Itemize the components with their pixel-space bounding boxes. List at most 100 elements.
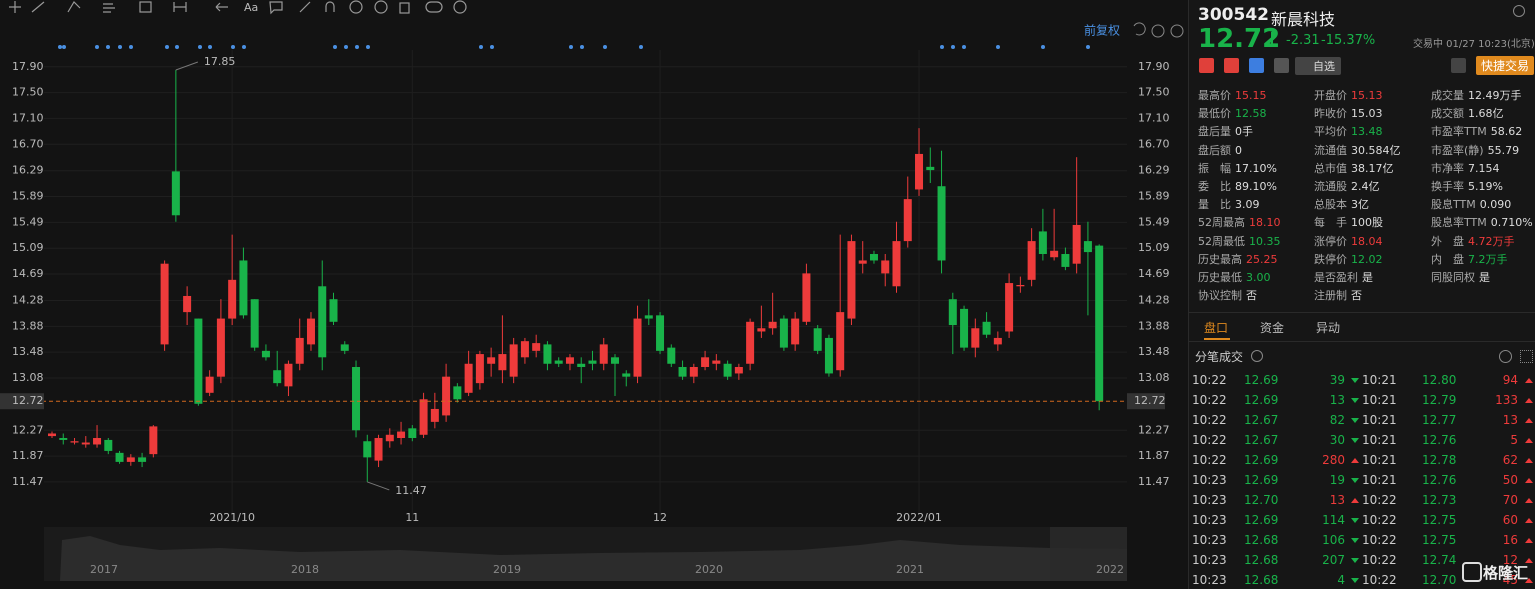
quote-value: 15.13: [1351, 89, 1383, 102]
magnet-icon[interactable]: [325, 1, 335, 12]
quote-row: 昨收价 15.03: [1314, 105, 1383, 121]
candle-body: [520, 341, 529, 358]
candle-body: [138, 457, 147, 462]
candle-body: [419, 399, 428, 435]
settings-icon[interactable]: [453, 0, 467, 14]
quote-value: 1.68亿: [1468, 107, 1504, 121]
measure-icon[interactable]: [173, 2, 187, 12]
badge-icon[interactable]: [1274, 58, 1289, 73]
navigator-label: 2019: [493, 563, 521, 576]
fib-icon[interactable]: [67, 1, 81, 13]
trade-price: 12.69: [1244, 513, 1279, 527]
zoom-out[interactable]: [1151, 24, 1165, 38]
y-tick-label: 17.10: [1138, 111, 1170, 124]
candle-body: [1038, 231, 1047, 255]
watermark-logo: [1462, 562, 1482, 582]
line-icon[interactable]: [31, 1, 45, 13]
trade-time: 10:21: [1362, 473, 1397, 487]
quote-value: 58.62: [1490, 125, 1523, 139]
quote-row: 流通股 2.4亿: [1314, 178, 1380, 194]
tab[interactable]: 盘口: [1204, 321, 1229, 335]
candle-body: [554, 360, 563, 364]
tab[interactable]: 异动: [1316, 321, 1341, 335]
trade-arrow: [1351, 398, 1359, 403]
watermark: 格隆汇: [1483, 564, 1529, 582]
y-tick-label: 15.89: [1138, 190, 1170, 203]
undo-icon[interactable]: [215, 2, 228, 12]
trade-price: 12.68: [1244, 573, 1279, 587]
quote-value: 是: [1479, 271, 1490, 284]
hide-icon[interactable]: [374, 0, 388, 14]
quote-row: 跌停价 12.02: [1314, 251, 1383, 267]
badge-icon[interactable]: [1224, 58, 1239, 73]
rect-icon[interactable]: [139, 1, 152, 13]
quote-label: 成交量: [1431, 89, 1464, 102]
zoom-in[interactable]: [1170, 24, 1184, 38]
navigator-label: 2018: [291, 563, 319, 576]
quote-value: 18.10: [1249, 216, 1281, 230]
note-icon[interactable]: [269, 1, 283, 15]
candle-body: [667, 347, 676, 364]
separator: [1189, 312, 1535, 313]
eye-icon[interactable]: [349, 0, 363, 14]
trade-volume: 94: [1502, 373, 1518, 387]
quote-label: 最低价: [1198, 107, 1231, 121]
candle-body: [115, 452, 124, 462]
trade-price: 12.70: [1422, 573, 1457, 587]
event-dot: [198, 45, 202, 49]
candle-body: [757, 328, 766, 332]
trade-volume: 106: [1322, 533, 1345, 547]
quote-value: 0手: [1235, 125, 1253, 139]
candle-body: [746, 321, 755, 364]
trade-arrow: [1351, 498, 1359, 503]
low-annotation: 11.47: [395, 484, 427, 497]
badge-icon[interactable]: [1199, 58, 1214, 73]
x-tick-label: 11: [405, 511, 419, 524]
candle-body: [228, 279, 237, 319]
tab[interactable]: 资金: [1260, 321, 1285, 335]
quote-label: 市盈率(静): [1431, 143, 1484, 157]
y-tick-label: 16.29: [1138, 164, 1170, 177]
candle-body: [1061, 254, 1070, 267]
trade-volume: 19: [1329, 473, 1345, 487]
quote-label: 平均价: [1314, 125, 1347, 139]
event-dot: [366, 45, 370, 49]
candle-body: [926, 166, 935, 171]
link-icon[interactable]: [425, 1, 443, 13]
trade-time: 10:22: [1192, 393, 1227, 407]
wave-icon[interactable]: [103, 3, 115, 13]
watch-button[interactable]: 自选: [1295, 57, 1341, 75]
trade-price: 12.69: [1244, 373, 1279, 387]
trade-button[interactable]: 快捷交易: [1476, 56, 1535, 75]
bell-icon[interactable]: [1451, 58, 1466, 73]
separator: [1189, 341, 1535, 342]
event-dot: [996, 45, 1000, 49]
badge-icon[interactable]: [1249, 58, 1264, 73]
navigator-window[interactable]: [1050, 527, 1127, 581]
toolbar-text[interactable]: Aa: [244, 1, 258, 14]
trade-price: 12.76: [1422, 433, 1457, 447]
trade-volume: 12: [1502, 553, 1518, 567]
candle-body: [239, 260, 248, 316]
quote-panel: 300542 新晨科技 12.72 -2.31 -15.37% 交易中 01/27 10:…: [1188, 0, 1535, 589]
quote-row: 最高价 15.15: [1198, 87, 1267, 103]
reset-icon[interactable]: [1133, 22, 1146, 36]
price-adjust[interactable]: 前复权: [1084, 23, 1120, 38]
delete-icon[interactable]: [399, 2, 410, 14]
y-tick-label-left: 15.89: [12, 190, 44, 203]
candle-body: [881, 260, 890, 274]
trade-arrow: [1525, 498, 1533, 503]
pen-icon[interactable]: [299, 1, 311, 13]
more-icon[interactable]: [1499, 350, 1512, 363]
quote-row: 同股同权是: [1431, 269, 1490, 285]
y-tick-label-left: 16.70: [12, 137, 44, 150]
move-icon[interactable]: [9, 1, 21, 13]
candle-body: [779, 318, 788, 348]
event-dot: [603, 45, 607, 49]
candle-body: [1083, 241, 1092, 253]
quote-row: 委 比 89.10%: [1198, 178, 1277, 194]
settings-icon[interactable]: [1513, 5, 1525, 17]
quote-value: 2.4亿: [1351, 180, 1380, 193]
grid-icon[interactable]: [1520, 350, 1533, 363]
quote-row: 是否盈利是: [1314, 269, 1373, 285]
